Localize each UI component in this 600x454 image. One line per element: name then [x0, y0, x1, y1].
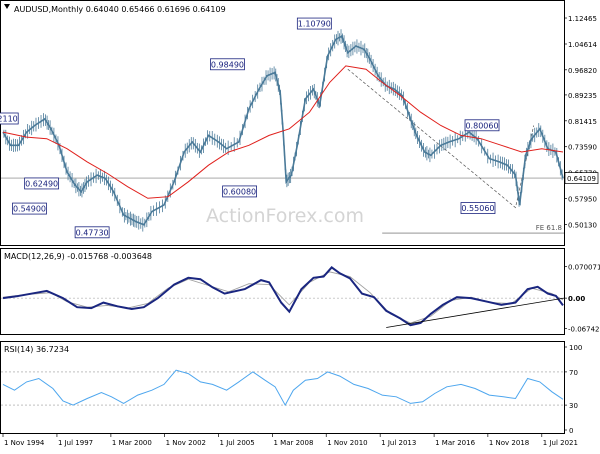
macd-y-tick-label: -0.067423	[568, 326, 600, 334]
level-label-text: 0.98490	[211, 60, 244, 69]
price-y-tick-label: 1.12465	[568, 15, 597, 23]
price-y-axis: 1.12465 1.04614 0.96820 0.89235 0.81415 0.735…	[564, 15, 599, 229]
x-tick-label: 1 Jul 1997	[58, 439, 93, 447]
price-y-tick-label: 1.04614	[568, 41, 597, 49]
price-y-tick-label: 0.96820	[568, 67, 597, 75]
rsi-line	[2, 369, 564, 407]
macd-line	[2, 266, 564, 327]
level-label-frame	[74, 226, 110, 239]
level-label-frame	[210, 58, 245, 71]
x-tick-label: 1 Nov 1994	[4, 439, 45, 447]
x-tick-label: 1 Mar 2000	[112, 439, 152, 447]
current-price-badge: 0.64109	[564, 172, 599, 184]
collapse-icon	[4, 4, 10, 9]
x-tick-label: 1 Nov 2002	[166, 439, 206, 447]
x-tick-label: 1 Jul 2005	[220, 439, 255, 447]
level-label-box: 0.62490	[24, 177, 60, 190]
rsi-y-tick-label: 100	[569, 344, 582, 352]
level-label-text: 0.55060	[461, 204, 494, 213]
macd-y-axis: 0.070071 0.00 -0.067423	[564, 263, 600, 334]
current-price-label: 0.64109	[567, 175, 596, 183]
level-label-box: 0.60080	[222, 185, 257, 198]
level-label-frame	[222, 185, 257, 198]
price-header: AUDUSD,Monthly 0.64040 0.65466 0.61696 0…	[14, 5, 226, 14]
price-y-tick-label: 0.57950	[568, 195, 597, 203]
price-y-tick-label: 0.81415	[568, 118, 597, 126]
watermark: ActionForex.com	[206, 205, 364, 227]
level-label-frame	[296, 17, 332, 30]
level-label-text: 0.82110	[0, 114, 18, 123]
level-label-box: 1.10790	[296, 17, 332, 30]
ohlc-label: 0.64040 0.65466 0.61696 0.64109	[86, 5, 226, 14]
x-tick-label: 1 Nov 2018	[489, 439, 529, 447]
level-label-text: 0.62490	[25, 179, 58, 188]
macd-y-tick-label: 0.070071	[568, 263, 600, 271]
price-y-tick-label: 0.73590	[568, 144, 597, 152]
price-layer	[2, 29, 564, 232]
rsi-y-axis: 100 70 30 0	[564, 344, 582, 435]
rsi-header: RSI(14) 36.7234	[4, 345, 69, 354]
x-tick-label: 1 Mar 2008	[273, 439, 313, 447]
level-label-box: 0.55060	[460, 202, 496, 214]
level-label-text: 0.60080	[223, 187, 256, 196]
x-tick-label: 1 Nov 2010	[327, 439, 367, 447]
x-tick-label: 1 Jul 2013	[381, 439, 416, 447]
symbol-label: AUDUSD,Monthly	[14, 5, 83, 14]
level-label-box: 0.82110	[0, 112, 19, 125]
level-label-box: 0.98490	[210, 58, 245, 71]
price-level-labels: 0.82110 0.62490 0.54900 0.47730 0.98490 0.600…	[0, 17, 500, 239]
projection-dashed-line	[347, 68, 535, 209]
price-y-tick-label: 0.50130	[568, 221, 597, 229]
price-guides: FE 61.8	[1, 68, 564, 234]
rsi-y-tick-label: 30	[569, 402, 578, 410]
level-label-frame	[12, 202, 47, 215]
level-label-text: 0.47730	[76, 228, 109, 237]
macd-layer	[1, 266, 565, 328]
level-label-text: 0.80060	[465, 121, 498, 130]
macd-header: MACD(12,26,9) -0.015768 -0.003648	[4, 252, 152, 261]
x-tick-label: 1 Jul 2021	[543, 439, 578, 447]
level-label-text: 0.54900	[13, 205, 46, 214]
x-tick-label: 1 Mar 2016	[435, 439, 475, 447]
rsi-y-tick-label: 0	[569, 427, 573, 435]
level-label-frame	[0, 112, 19, 125]
x-axis: 1 Nov 1994 1 Jul 1997 1 Mar 2000 1 Nov 2002…	[2, 434, 578, 447]
level-label-frame	[464, 119, 500, 132]
fib-label: FE 61.8	[536, 224, 562, 232]
moving-average-line	[2, 65, 564, 199]
level-label-box: 0.80060	[464, 119, 500, 132]
level-label-box: 0.54900	[12, 202, 47, 215]
current-price-badge-frame	[564, 172, 599, 184]
level-label-frame	[24, 177, 60, 190]
macd-trend-line	[386, 297, 565, 328]
rsi-layer	[1, 369, 564, 407]
rsi-panel-frame	[0, 341, 565, 434]
macd-panel-frame	[0, 248, 565, 335]
macd-y-tick-label: 0.00	[568, 295, 585, 303]
level-label-text: 1.10790	[298, 20, 331, 29]
level-label-box: 0.47730	[74, 226, 110, 239]
price-y-tick-label: 0.89235	[568, 92, 597, 100]
level-label-frame	[460, 202, 496, 214]
rsi-y-tick-label: 70	[569, 369, 578, 377]
